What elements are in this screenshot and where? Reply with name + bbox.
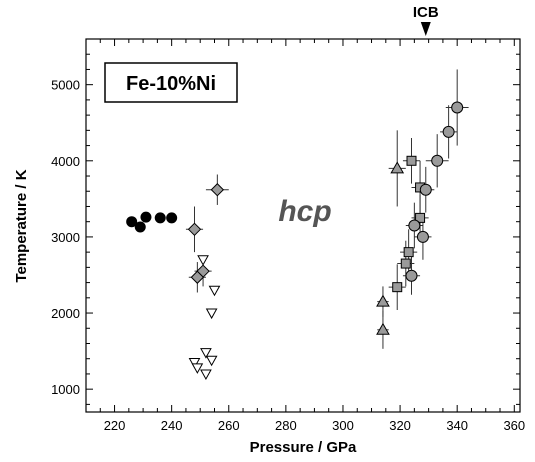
x-tick-label: 360 — [503, 418, 525, 433]
ticks-layer: 220 240 260 280 300 320 340 360 1000 2000 3000 4000… — [51, 38, 525, 433]
data-point — [210, 183, 225, 197]
data-point — [390, 161, 405, 174]
data-point — [126, 216, 138, 228]
x-axis-title: Pressure / GPa — [250, 439, 357, 456]
x-tick-label: 240 — [161, 418, 183, 433]
plot-frame — [85, 38, 521, 413]
legend-label: Fe-10%Ni — [126, 73, 216, 95]
data-point — [154, 212, 166, 224]
y-tick-label: 1000 — [51, 382, 80, 397]
data-point — [376, 322, 390, 335]
data-point — [392, 282, 403, 293]
data-point — [416, 230, 429, 243]
data-point — [403, 247, 414, 258]
data-point — [408, 219, 421, 232]
y-tick-label: 4000 — [51, 154, 80, 169]
y-tick-label: 2000 — [51, 306, 80, 321]
data-point — [187, 222, 202, 237]
data-point — [376, 294, 390, 307]
data-point — [431, 154, 444, 167]
phase-label: hcp — [278, 195, 331, 228]
data-point — [134, 221, 146, 233]
data-point — [205, 308, 218, 320]
x-tick-label: 260 — [218, 418, 240, 433]
x-tick-label: 220 — [104, 418, 126, 433]
data-point — [200, 369, 212, 380]
data-point — [451, 101, 464, 114]
data-point — [197, 255, 209, 266]
data-point — [205, 355, 218, 367]
y-tick-label: 5000 — [51, 78, 80, 93]
x-tick-label: 340 — [446, 418, 468, 433]
data-point — [190, 270, 205, 284]
data-point — [208, 285, 221, 297]
data-point — [415, 212, 426, 223]
data-point — [191, 363, 204, 374]
legend-box — [104, 62, 238, 103]
icb-arrow-icon — [420, 22, 431, 36]
y-tick-label: 3000 — [51, 230, 80, 245]
data-point — [400, 258, 411, 269]
data-point — [419, 183, 432, 196]
data-point — [188, 358, 201, 369]
data-point — [406, 155, 417, 166]
x-tick-label: 320 — [389, 418, 411, 433]
data-point — [140, 211, 152, 223]
x-tick-label: 280 — [275, 418, 297, 433]
points-layer — [126, 101, 464, 380]
icb-label: ICB — [413, 4, 439, 21]
y-axis-title: Temperature / K — [13, 169, 30, 282]
data-point — [442, 125, 455, 138]
data-point — [166, 212, 178, 224]
data-point — [405, 269, 418, 282]
x-tick-label: 300 — [332, 418, 354, 433]
data-point — [200, 348, 212, 359]
